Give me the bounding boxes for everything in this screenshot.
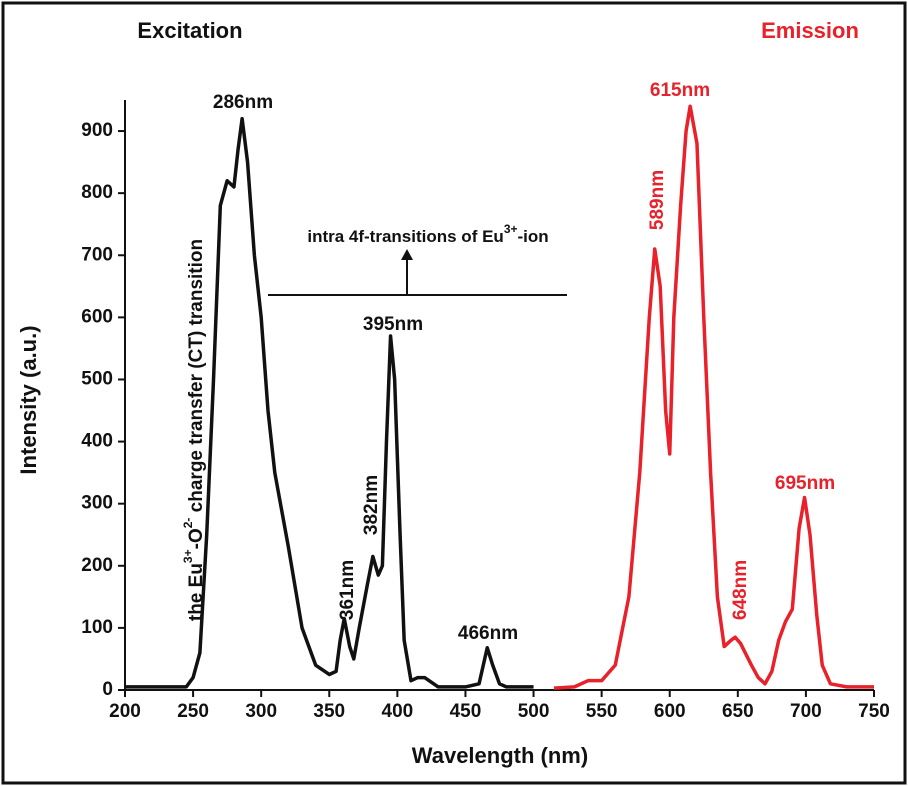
f-note-part: -ion [518, 227, 549, 246]
y-tick-label: 100 [81, 617, 113, 638]
x-tick-label: 450 [450, 701, 482, 722]
series-line [125, 116, 534, 689]
y-tick-label: 400 [81, 431, 113, 452]
peak-label: 361nm [337, 560, 358, 620]
x-tick-label: 550 [586, 701, 618, 722]
peak-label: 615nm [650, 80, 710, 101]
y-tick-label: 700 [81, 244, 113, 265]
peak-label: 648nm [730, 560, 751, 620]
x-tick-label: 600 [654, 701, 686, 722]
ct-note-part: -O [186, 528, 207, 549]
legend-label: Emission [761, 18, 859, 43]
x-tick-label: 400 [382, 701, 414, 722]
x-tick-label: 200 [109, 701, 141, 722]
f-note-part: intra 4f-transitions of Eu [307, 227, 503, 246]
peak-label: 589nm [647, 170, 668, 230]
peak-label: 395nm [363, 314, 423, 335]
y-axis-label: Intensity (a.u.) [16, 325, 41, 474]
series-line [553, 104, 874, 690]
y-tick-label: 300 [81, 493, 113, 514]
x-tick-label: 350 [313, 701, 345, 722]
ct-note: the Eu3+-O2- charge transfer (CT) transi… [181, 239, 207, 621]
peak-label: 695nm [775, 473, 835, 494]
y-tick-label: 900 [81, 120, 113, 141]
peak-label: 382nm [361, 475, 382, 535]
ct-note-part: charge transfer (CT) transition [186, 239, 207, 518]
x-tick-label: 700 [790, 701, 822, 722]
x-tick-label: 750 [858, 701, 890, 722]
x-tick-label: 650 [722, 701, 754, 722]
x-axis-label: Wavelength (nm) [412, 743, 588, 768]
f-note-sup: 3+ [504, 222, 518, 236]
f-note: intra 4f-transitions of Eu3+-ion [307, 222, 548, 246]
y-tick-label: 0 [102, 679, 113, 700]
y-tick-label: 600 [81, 306, 113, 327]
x-tick-label: 300 [245, 701, 277, 722]
ct-note-sup: 3+ [181, 549, 195, 563]
y-tick-label: 200 [81, 555, 113, 576]
y-tick-label: 800 [81, 182, 113, 203]
x-tick-label: 250 [177, 701, 209, 722]
arrow-head [401, 249, 413, 260]
peak-label: 466nm [458, 623, 518, 644]
legend-label: Excitation [137, 18, 242, 43]
ct-note-sup: 2- [181, 518, 195, 529]
peak-label: 286nm [213, 92, 273, 113]
y-tick-label: 500 [81, 368, 113, 389]
x-tick-label: 500 [518, 701, 550, 722]
